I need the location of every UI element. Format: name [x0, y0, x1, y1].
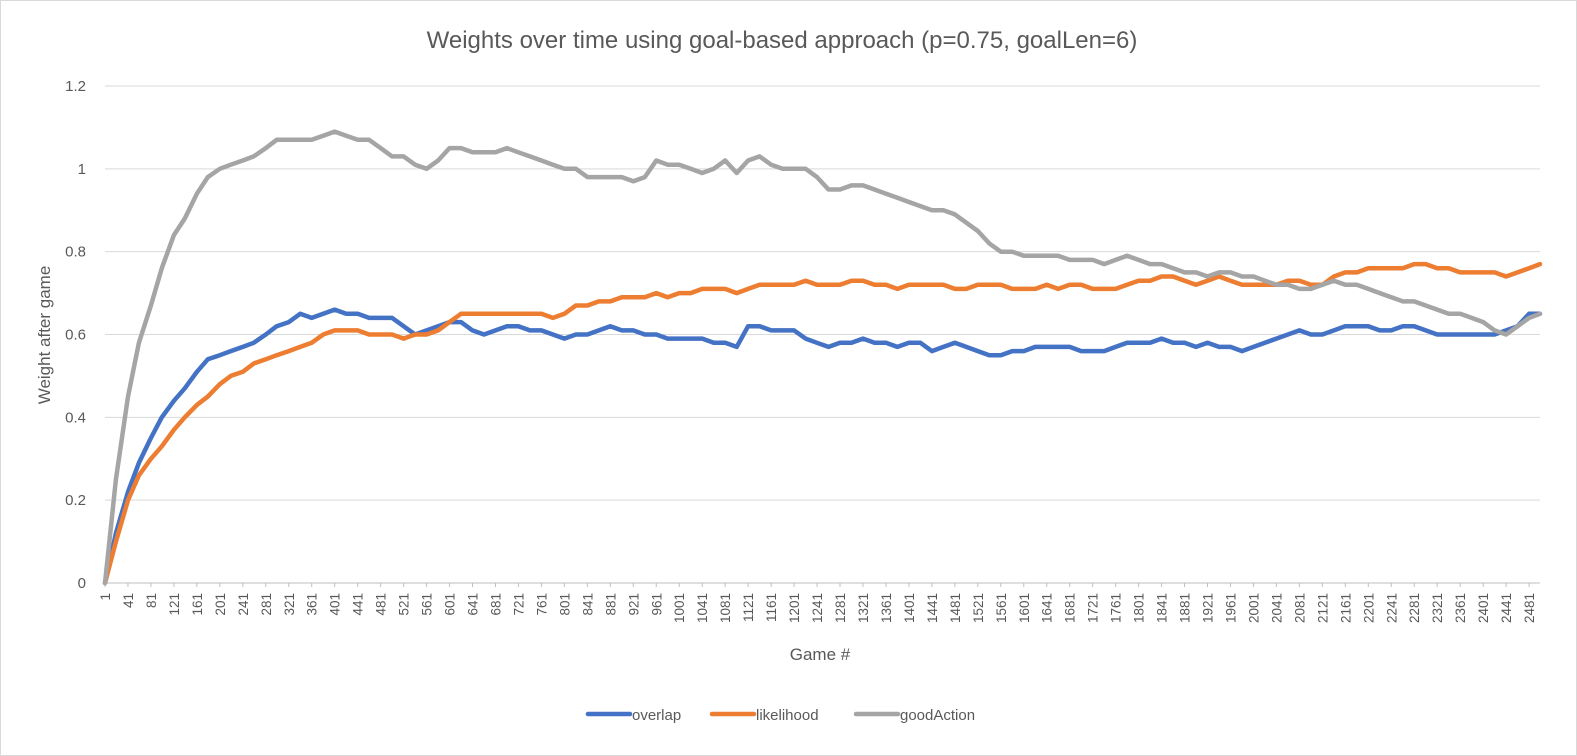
- x-tick-label: 481: [374, 593, 389, 616]
- x-tick-label: 681: [488, 593, 503, 616]
- x-tick-label: 2121: [1315, 593, 1330, 623]
- x-tick-label: 801: [557, 593, 572, 616]
- x-tick-label: 1281: [833, 593, 848, 623]
- x-tick-label: 961: [649, 593, 664, 616]
- x-tick-label: 1481: [948, 593, 963, 623]
- x-tick-label: 1081: [718, 593, 733, 623]
- x-tick-label: 1521: [971, 593, 986, 623]
- y-axis-title: Weight after game: [35, 266, 54, 405]
- x-tick-label: 1641: [1040, 593, 1055, 623]
- x-tick-label: 921: [626, 593, 641, 616]
- x-tick-label: 1321: [856, 593, 871, 623]
- x-tick-label: 2441: [1499, 593, 1514, 623]
- x-tick-label: 1921: [1201, 593, 1216, 623]
- x-tick-label: 361: [305, 593, 320, 616]
- x-tick-label: 601: [443, 593, 458, 616]
- series-line-likelihood: [102, 261, 1543, 586]
- x-tick-label: 1881: [1178, 593, 1193, 623]
- y-tick-label: 0.4: [65, 409, 86, 426]
- x-tick-label: 521: [397, 593, 412, 616]
- x-tick-label: 1801: [1132, 593, 1147, 623]
- x-tick-label: 1401: [902, 593, 917, 623]
- y-tick-label: 1.2: [65, 78, 86, 95]
- gridlines: [105, 85, 1540, 584]
- x-tick-label: 1561: [994, 593, 1009, 623]
- legend-label-overlap: overlap: [632, 707, 681, 724]
- x-tick-label: 1361: [879, 593, 894, 623]
- x-tick-label: 1: [98, 593, 113, 601]
- x-tick-label: 1001: [672, 593, 687, 623]
- x-tick-label: 761: [534, 593, 549, 616]
- x-tick-label: 2241: [1384, 593, 1399, 623]
- x-tick-label: 2481: [1522, 593, 1537, 623]
- y-tick-label: 0.6: [65, 327, 86, 344]
- y-tick-label: 0: [78, 575, 86, 592]
- x-tick-label: 121: [167, 593, 182, 616]
- x-tick-label: 1601: [1017, 593, 1032, 623]
- legend: overlap likelihood goodAction: [585, 707, 975, 724]
- x-tick-label: 1041: [695, 593, 710, 623]
- x-tick-label: 321: [282, 593, 297, 616]
- x-tick-label: 841: [580, 593, 595, 616]
- y-axis-ticks: 0 0.2 0.4 0.6 0.8 1 1.2: [65, 78, 86, 592]
- x-tick-label: 1961: [1223, 593, 1238, 623]
- x-tick-label: 201: [213, 593, 228, 616]
- legend-label-goodAction: goodAction: [900, 707, 975, 724]
- x-tick-label: 1201: [787, 593, 802, 623]
- x-tick-label: 1161: [764, 593, 779, 622]
- x-tick-label: 1721: [1086, 593, 1101, 623]
- x-tick-label: 1841: [1155, 593, 1170, 623]
- x-tick-label: 2001: [1246, 593, 1261, 623]
- series-line-goodAction: [102, 129, 1543, 586]
- x-tick-label: 2081: [1292, 593, 1307, 623]
- x-tick-label: 1761: [1109, 593, 1124, 623]
- x-tick-label: 401: [328, 593, 343, 616]
- legend-label-likelihood: likelihood: [756, 707, 819, 724]
- x-tick-label: 41: [121, 593, 136, 608]
- x-tick-label: 241: [236, 593, 251, 616]
- y-tick-label: 1: [78, 161, 86, 178]
- x-axis-title: Game #: [790, 645, 851, 664]
- x-tick-label: 1681: [1063, 593, 1078, 623]
- x-tick-label: 2281: [1407, 593, 1422, 623]
- x-tick-label: 1441: [925, 593, 940, 623]
- x-axis-ticks: 1 41 81 121 161 201 241 281 321 361 401 441 481 521 56…: [98, 583, 1537, 623]
- x-tick-label: 1241: [810, 593, 825, 623]
- x-tick-label: 561: [420, 593, 435, 616]
- x-tick-label: 2161: [1338, 593, 1353, 623]
- chart-title: Weights over time using goal-based appro…: [427, 27, 1138, 54]
- x-tick-label: 2201: [1361, 593, 1376, 623]
- x-tick-label: 281: [259, 593, 274, 616]
- x-tick-label: 1121: [741, 593, 756, 622]
- x-tick-label: 2321: [1430, 593, 1445, 623]
- y-tick-label: 0.2: [65, 492, 86, 509]
- y-tick-label: 0.8: [65, 244, 86, 261]
- series-line-overlap: [102, 307, 1543, 586]
- x-tick-label: 81: [144, 593, 159, 608]
- x-tick-label: 721: [511, 593, 526, 616]
- x-tick-label: 161: [190, 593, 205, 616]
- x-tick-label: 441: [351, 593, 366, 616]
- x-tick-label: 2041: [1269, 593, 1284, 623]
- x-tick-label: 641: [466, 593, 481, 616]
- x-tick-label: 881: [603, 593, 618, 616]
- series-lines: [102, 129, 1543, 586]
- x-tick-label: 2401: [1476, 593, 1491, 623]
- x-tick-label: 2361: [1453, 593, 1468, 623]
